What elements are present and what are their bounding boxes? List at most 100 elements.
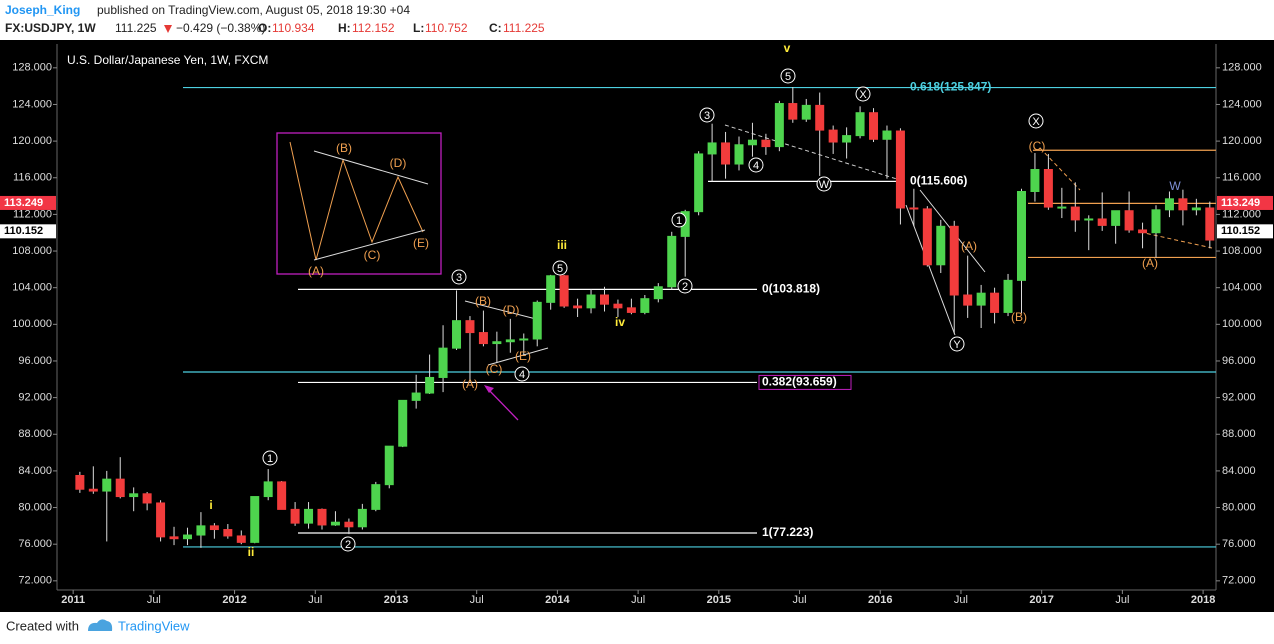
logo (88, 619, 113, 631)
price-tag-label: 113.249 (4, 197, 43, 209)
x-tick-label: 2012 (222, 594, 246, 606)
wave-label: 3 (704, 110, 710, 122)
brand[interactable]: TradingView (118, 618, 190, 633)
x-tick-label: 2018 (1191, 594, 1215, 606)
x-tick-label: 2013 (384, 594, 408, 606)
candle-body (599, 294, 609, 305)
down-arrow (164, 25, 172, 33)
y-tick-label: 120.000 (1222, 135, 1262, 147)
wave-label: (A) (462, 377, 478, 391)
candle-body (1057, 206, 1067, 209)
y-tick-label: 96.000 (1222, 355, 1256, 367)
candle-body (747, 139, 757, 146)
candle-body (102, 478, 112, 492)
candle-body (223, 529, 233, 537)
candle-body (1016, 190, 1026, 281)
candle-body (721, 142, 731, 165)
x-tick-label: Jul (1115, 594, 1129, 606)
wave-circle (262, 450, 278, 466)
candle-body (1097, 218, 1107, 226)
candle-body (182, 534, 192, 540)
candle-body (626, 307, 636, 313)
candle-body (465, 320, 475, 334)
trend-line (1039, 147, 1081, 191)
trend-line (1139, 231, 1213, 249)
y-tick-label: 92.000 (1222, 392, 1256, 404)
candle-body (452, 320, 462, 349)
candle-body (1138, 229, 1148, 234)
wave-circle (855, 86, 871, 102)
candle-body (1111, 210, 1121, 226)
candle-body (75, 474, 85, 490)
y-tick-label: 80.000 (1222, 501, 1256, 513)
candle-body (1030, 169, 1040, 192)
wave-label: (E) (413, 236, 429, 250)
wave-label: v (784, 41, 791, 55)
price-tag-label: 110.152 (1221, 225, 1260, 237)
candle-body (586, 294, 596, 309)
candle-body (869, 112, 879, 140)
low-value: 110.752 (425, 21, 468, 35)
candle-body (922, 208, 932, 266)
wave-circle (514, 366, 530, 382)
wave-label: W (819, 179, 830, 191)
last-price: 111.225 (115, 21, 157, 35)
candle-body (815, 104, 825, 131)
low-label: L: (413, 21, 424, 35)
y-tick-label: 104.000 (1222, 282, 1262, 294)
candle-body (290, 508, 300, 524)
wave-label: X (1032, 116, 1040, 128)
candle-body (330, 521, 340, 526)
candle-body (734, 144, 744, 165)
candle-body (559, 275, 569, 307)
x-tick-label: Jul (793, 594, 807, 606)
x-tick-label: 2016 (868, 594, 892, 606)
x-tick-label: Jul (954, 594, 968, 606)
wave-circle (552, 260, 568, 276)
pattern-upper (313, 150, 429, 185)
y-tick-label: 84.000 (1222, 465, 1256, 477)
candle-body (263, 481, 273, 498)
trend-line (487, 347, 549, 366)
wave-circle (748, 157, 764, 173)
x-tick-label: 2011 (61, 594, 85, 606)
chart-background (0, 40, 1274, 612)
candle-body (842, 135, 852, 143)
y-tick-label: 120.000 (12, 135, 52, 147)
candle-body (707, 142, 717, 155)
candle-body (613, 303, 623, 309)
y-tick-label: 128.000 (1222, 62, 1262, 74)
wave-label: (C) (1029, 139, 1046, 153)
candle-body (546, 275, 556, 303)
candle-body (398, 399, 408, 447)
candle-body (425, 376, 435, 394)
candle-body (936, 225, 946, 266)
candle-body (250, 496, 260, 543)
wave-label: (E) (515, 349, 531, 363)
wave-circle (780, 68, 796, 84)
x-tick-label: Jul (308, 594, 322, 606)
candle-body (115, 478, 125, 498)
wave-label: 2 (345, 539, 351, 551)
chart-title: U.S. Dollar/Japanese Yen, 1W, FXCM (67, 53, 268, 67)
wave-label: 1 (676, 215, 682, 227)
candle-body (640, 298, 650, 313)
close-value: 111.225 (503, 21, 545, 35)
y-tick-label: 108.000 (1222, 245, 1262, 257)
y-tick-label: 100.000 (1222, 318, 1262, 330)
candle-body (492, 341, 502, 345)
x-tick-label: Jul (147, 594, 161, 606)
candle-body (801, 104, 811, 120)
candle-body (949, 225, 959, 296)
candle-body (1003, 279, 1013, 313)
candle-body (304, 508, 314, 524)
wave-circle (1028, 113, 1044, 129)
candle-body (411, 392, 421, 401)
wave-label: (B) (1011, 310, 1027, 324)
level-label: 0.382(93.659) (762, 375, 837, 389)
price-tag (1217, 195, 1273, 210)
wave-label: (A) (1142, 256, 1158, 270)
author[interactable]: Joseph_King (5, 3, 80, 17)
candle-body (909, 207, 919, 210)
candle-body (1151, 209, 1161, 234)
